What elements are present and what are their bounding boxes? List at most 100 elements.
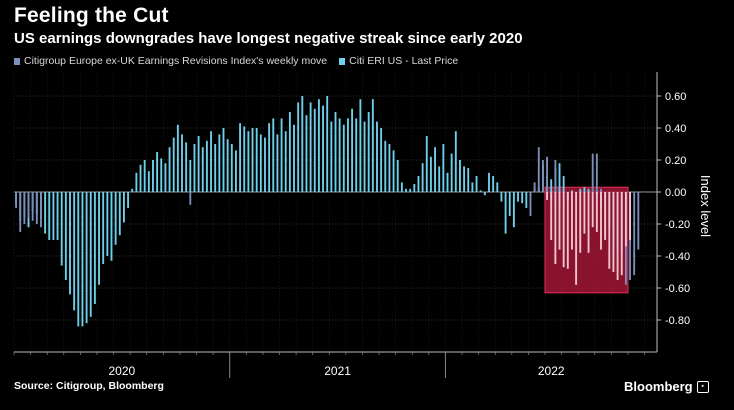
square-logo-icon: ▪ xyxy=(696,380,709,393)
bar-us xyxy=(450,153,453,192)
bar-us xyxy=(371,99,374,192)
bar-us xyxy=(500,192,503,202)
bar-us xyxy=(396,160,399,192)
bar-highlighted xyxy=(620,192,623,276)
bar-us xyxy=(508,192,511,216)
bar-europe xyxy=(31,192,34,221)
bar-us xyxy=(268,123,271,192)
bar-europe xyxy=(19,192,22,232)
bar-us xyxy=(342,124,345,192)
bar-us xyxy=(122,192,125,223)
bar-highlighted xyxy=(562,192,565,268)
bar-us xyxy=(81,192,84,327)
bar-highlighted xyxy=(624,192,627,247)
y-tick-label: -0.60 xyxy=(665,283,690,295)
bar-us xyxy=(168,147,171,192)
bar-us xyxy=(463,166,466,192)
bar-us xyxy=(446,172,449,192)
bar-us xyxy=(517,192,519,202)
bar-europe xyxy=(189,192,192,205)
bar-us xyxy=(284,131,287,192)
bar-us xyxy=(143,160,146,192)
bar-europe xyxy=(537,147,540,192)
bar-us xyxy=(193,144,196,192)
bar-us xyxy=(160,158,163,192)
bar-us xyxy=(347,118,349,192)
bar-us xyxy=(85,192,88,324)
bar-us xyxy=(400,182,403,192)
bar-us xyxy=(272,118,275,192)
bar-highlighted xyxy=(550,192,553,240)
bar-highlighted xyxy=(608,192,611,269)
bar-us xyxy=(89,192,92,317)
bar-us xyxy=(98,192,100,285)
x-tick-label: 2022 xyxy=(538,364,565,378)
brand-name: Bloomberg xyxy=(624,379,693,394)
bar-us xyxy=(239,123,242,192)
bar-us xyxy=(276,134,279,192)
bar-europe xyxy=(637,192,640,250)
bar-us xyxy=(562,176,565,192)
bar-us xyxy=(222,128,225,192)
bar-highlighted xyxy=(604,192,607,240)
bar-us xyxy=(135,172,138,192)
y-tick-label: 0.60 xyxy=(665,91,686,103)
bar-europe xyxy=(595,153,598,192)
bar-us xyxy=(326,96,329,192)
bar-us xyxy=(409,188,412,192)
bar-us xyxy=(69,192,71,295)
bar-highlighted xyxy=(554,192,557,264)
y-tick-label: -0.20 xyxy=(665,219,690,231)
bar-us xyxy=(73,192,76,311)
bar-highlighted xyxy=(571,192,573,250)
bar-us xyxy=(483,192,486,196)
bar-highlighted xyxy=(629,192,631,240)
bar-us xyxy=(77,192,80,327)
bar-us xyxy=(384,140,387,192)
bar-us xyxy=(127,192,130,208)
source-note: Source: Citigroup, Bloomberg xyxy=(14,380,164,392)
brand-logo: Bloomberg ▪ xyxy=(624,379,709,394)
bar-highlighted xyxy=(612,192,615,272)
bar-us xyxy=(471,182,474,192)
bar-us xyxy=(226,139,229,192)
bar-highlighted xyxy=(595,192,598,232)
bar-highlighted xyxy=(616,192,619,280)
bar-us xyxy=(264,137,266,192)
legend: Citigroup Europe ex-UK Earnings Revision… xyxy=(14,55,458,67)
highlight-box xyxy=(544,186,629,294)
bar-us xyxy=(301,96,304,192)
bar-highlighted xyxy=(579,192,582,253)
bar-us xyxy=(172,137,175,192)
bar-us xyxy=(512,192,515,228)
legend-label-europe: Citigroup Europe ex-UK Earnings Revision… xyxy=(24,55,328,67)
bar-us xyxy=(156,152,159,192)
bar-us xyxy=(114,192,117,245)
bar-us xyxy=(525,192,528,208)
bar-us xyxy=(243,126,246,192)
bar-us xyxy=(255,128,258,192)
y-tick-label: -0.40 xyxy=(665,251,690,263)
bar-highlighted xyxy=(575,192,578,285)
bar-us xyxy=(48,192,51,240)
bar-us xyxy=(201,147,204,192)
bar-us xyxy=(317,99,320,192)
bar-europe xyxy=(600,188,602,192)
bar-us xyxy=(392,150,395,192)
bar-us xyxy=(259,134,262,192)
bar-us xyxy=(388,144,391,192)
bar-us xyxy=(205,140,208,192)
bar-us xyxy=(309,102,312,192)
legend-item-us: Citi ERI US - Last Price xyxy=(339,55,458,67)
bar-europe xyxy=(15,192,18,208)
bar-us xyxy=(305,115,308,192)
bar-us xyxy=(230,144,233,192)
bar-europe xyxy=(546,156,549,192)
bar-highlighted xyxy=(546,192,549,200)
bar-us xyxy=(64,192,67,280)
bar-us xyxy=(550,179,553,192)
bar-us xyxy=(558,163,561,192)
bar-us xyxy=(488,172,490,192)
bar-us xyxy=(181,134,183,192)
